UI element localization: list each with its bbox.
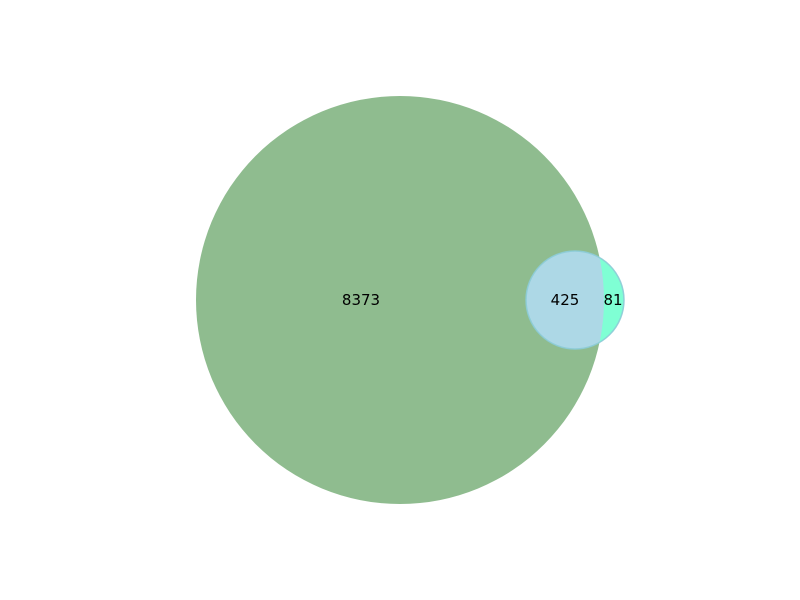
set-b-outline bbox=[525, 250, 625, 350]
region-label-only-b: 81 bbox=[603, 291, 622, 309]
region-label-only-a: 8373 bbox=[342, 291, 380, 309]
region-label-both: 425 bbox=[551, 291, 580, 309]
set-a-circle bbox=[196, 96, 604, 504]
overlap-region bbox=[526, 251, 604, 349]
